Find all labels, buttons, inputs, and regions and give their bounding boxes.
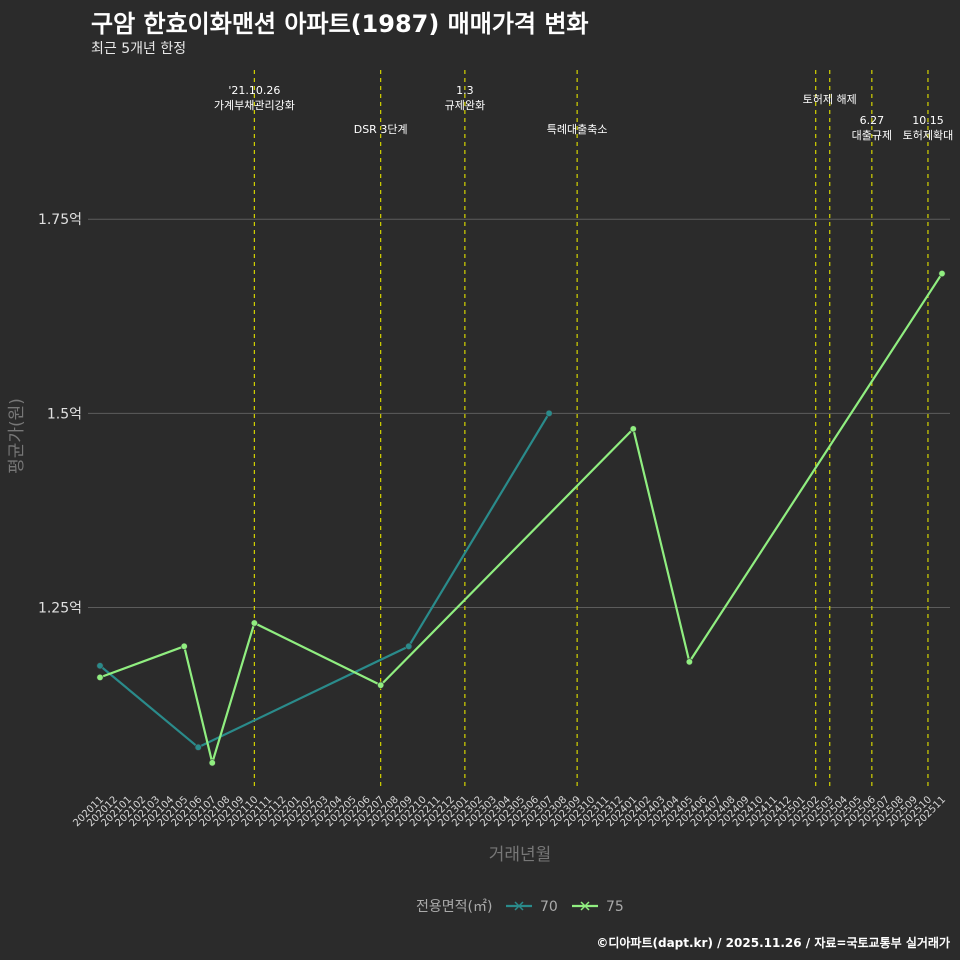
legend-label-75: 75 [606,899,624,915]
policy-annotation-label: 10.15 [912,114,944,127]
series-line-70 [99,412,551,749]
series-line-75 [99,272,943,764]
y-tick-label: 1.75억 [38,212,82,228]
data-point-75 [685,658,693,666]
y-tick-label: 1.5억 [47,406,82,422]
data-point-75 [250,619,258,627]
policy-annotation-label: 토허제확대 [903,129,954,142]
policy-annotation-label: 1.3 [456,84,474,97]
y-axis-label: 평균가(원) [7,398,27,474]
legend-swatch-cross [514,901,524,911]
data-point-75 [377,681,385,689]
chart-title: 구암 한효이화맨션 아파트(1987) 매매가격 변화 [91,10,589,38]
data-point-70 [194,743,202,751]
data-point-75 [96,673,104,681]
x-axis-label: 거래년월 [489,845,552,865]
policy-annotation-label: 규제완화 [445,99,485,112]
data-point-75 [208,759,216,767]
data-point-70 [96,662,104,670]
chart-subtitle: 최근 5개년 한정 [91,41,187,57]
y-tick-label: 1.25억 [38,601,82,617]
legend-swatch-cross [580,901,590,911]
source-caption: ©디아파트(dapt.kr) / 2025.11.26 / 자료=국토교통부 실… [596,936,950,950]
policy-annotation-label: 6.27 [860,114,885,127]
policy-annotation-label: DSR 3단계 [354,123,408,136]
data-point-75 [629,425,637,433]
policy-annotation-label: 가계부채관리강화 [214,99,295,112]
policy-annotation-label: 대출규제 [852,129,892,142]
data-point-70 [405,642,413,650]
legend-label-70: 70 [540,899,558,915]
policy-annotation-label: 특례대출축소 [547,123,608,136]
policy-annotation-label: 토허제 해제 [803,92,857,106]
data-point-75 [938,270,946,278]
policy-annotation-label: '21.10.26 [228,84,280,97]
data-point-70 [545,409,553,417]
legend-title: 전용면적(㎡) [416,899,492,915]
data-point-75 [180,642,188,650]
